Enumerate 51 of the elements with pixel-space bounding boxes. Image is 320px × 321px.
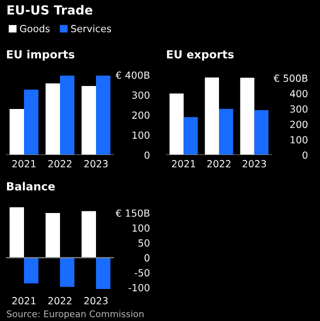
y-tick-label: € 500B xyxy=(274,74,308,82)
chart-title: Balance xyxy=(7,182,55,190)
bar xyxy=(10,207,24,258)
y-tick-label: 300 xyxy=(132,91,150,99)
x-tick-label: 2022 xyxy=(48,160,72,168)
bar xyxy=(254,110,268,155)
bar xyxy=(170,93,184,155)
bar xyxy=(96,258,110,290)
bar xyxy=(46,83,60,155)
y-tick-label: 100 xyxy=(290,136,308,144)
y-tick-label: -50 xyxy=(134,269,150,276)
bar xyxy=(24,90,38,155)
bar xyxy=(10,109,24,155)
y-tick-label: € 400B xyxy=(116,71,150,79)
y-tick-label: 0 xyxy=(302,151,308,159)
y-tick-label: -100 xyxy=(128,284,150,292)
legend-label: Goods xyxy=(20,24,50,32)
x-tick-label: 2023 xyxy=(84,160,108,168)
y-tick-label: 200 xyxy=(132,111,150,119)
y-tick-label: 100 xyxy=(132,131,150,139)
chart-title: EU imports xyxy=(7,50,74,61)
y-tick-label: 200 xyxy=(290,120,308,128)
bar xyxy=(96,76,110,155)
text: EU-US Trade xyxy=(8,5,92,15)
x-tick-label: 2022 xyxy=(207,160,230,168)
source-note: Source: European Commission xyxy=(6,310,144,319)
bar xyxy=(184,117,198,155)
x-tick-label: 2021 xyxy=(12,297,36,304)
y-tick-label: 0 xyxy=(144,254,150,262)
x-tick-label: 2022 xyxy=(48,297,72,304)
bar xyxy=(240,78,254,155)
x-tick-label: 2023 xyxy=(84,297,108,304)
y-tick-label: 50 xyxy=(138,239,150,247)
x-tick-label: 2023 xyxy=(242,160,266,168)
chart-title: EU exports xyxy=(167,50,234,61)
y-tick-label: 300 xyxy=(290,105,308,113)
bar xyxy=(24,258,38,284)
y-tick-label: 400 xyxy=(290,90,308,98)
bar xyxy=(60,258,74,287)
legend-label: Services xyxy=(71,24,112,32)
bar xyxy=(82,86,96,155)
bar xyxy=(204,77,219,155)
bar xyxy=(82,211,96,258)
bar xyxy=(219,108,234,155)
y-tick-label: 100 xyxy=(132,224,150,232)
y-tick-label: € 150B xyxy=(116,209,150,217)
x-tick-label: 2021 xyxy=(172,160,196,168)
bar xyxy=(46,212,60,258)
x-tick-label: 2021 xyxy=(12,160,36,168)
y-tick-label: 0 xyxy=(144,151,150,159)
bar xyxy=(60,76,74,155)
